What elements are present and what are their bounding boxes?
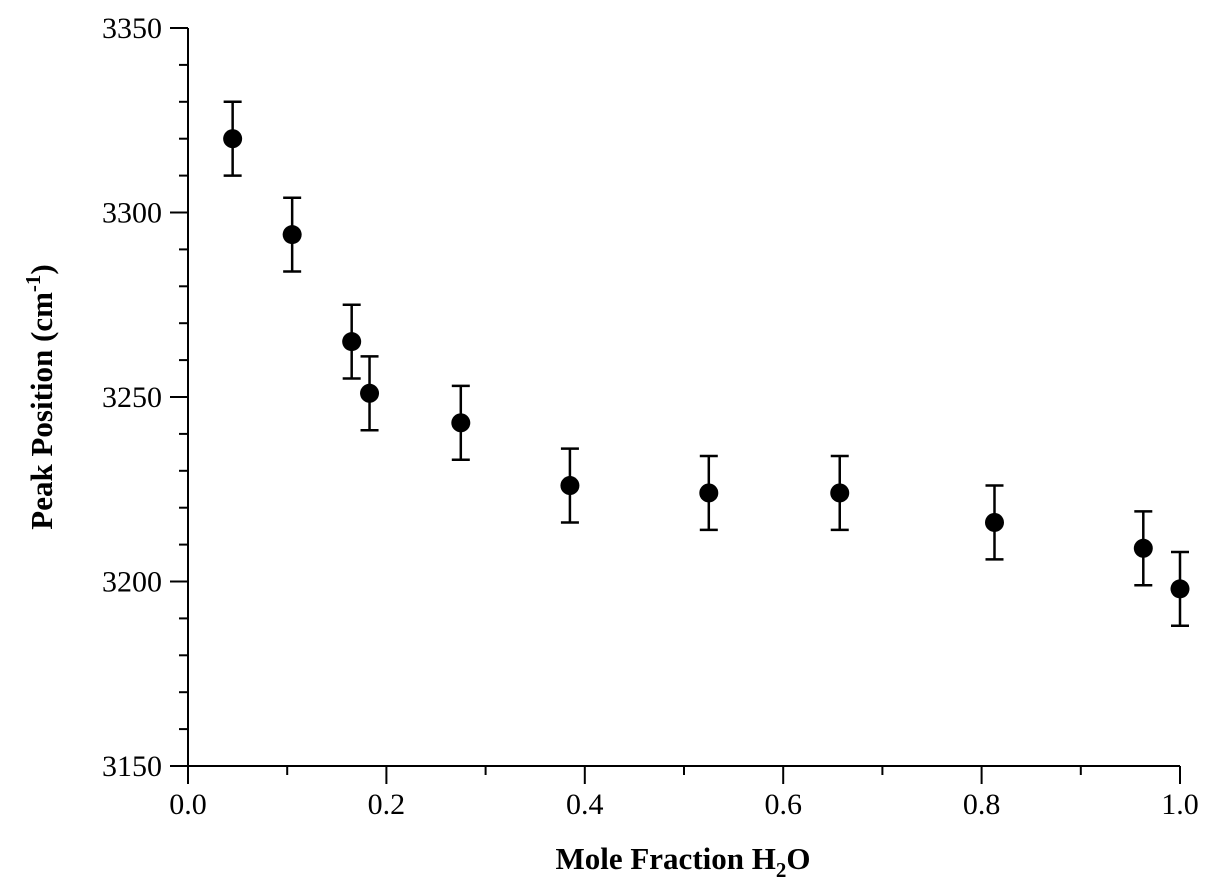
x-axis-title: Mole Fraction H2O (555, 841, 810, 882)
data-point (282, 225, 302, 245)
axes (187, 28, 1180, 767)
y-tick-label: 3250 (102, 381, 162, 414)
y-tick-label: 3300 (102, 197, 162, 230)
data-point (451, 413, 471, 433)
x-tick-label: 0.8 (963, 788, 1001, 821)
ticks (170, 27, 1181, 784)
data-point (342, 332, 362, 352)
y-axis-title: Peak Position (cm-1) (21, 264, 59, 529)
data-point (1170, 579, 1190, 599)
x-tick-label: 0.4 (566, 788, 604, 821)
data-point (223, 129, 243, 149)
x-tick-label: 0.0 (169, 788, 207, 821)
x-tick-label: 0.2 (368, 788, 406, 821)
x-tick-label: 0.6 (764, 788, 802, 821)
data-point (699, 483, 719, 503)
y-tick-label: 3150 (102, 750, 162, 783)
data-point (1133, 538, 1153, 558)
data-point (984, 512, 1004, 532)
data-point (830, 483, 850, 503)
data-point (360, 383, 380, 403)
data-point (560, 476, 580, 496)
x-tick-label: 1.0 (1161, 788, 1199, 821)
data-points (223, 129, 1190, 599)
error-bars (223, 100, 1189, 628)
tick-labels: 3150 3200 3250 3300 3350 0.0 0.2 0.4 0.6 0.8 1.0 (102, 12, 1199, 821)
y-tick-label: 3350 (102, 12, 162, 45)
y-tick-label: 3200 (102, 566, 162, 599)
